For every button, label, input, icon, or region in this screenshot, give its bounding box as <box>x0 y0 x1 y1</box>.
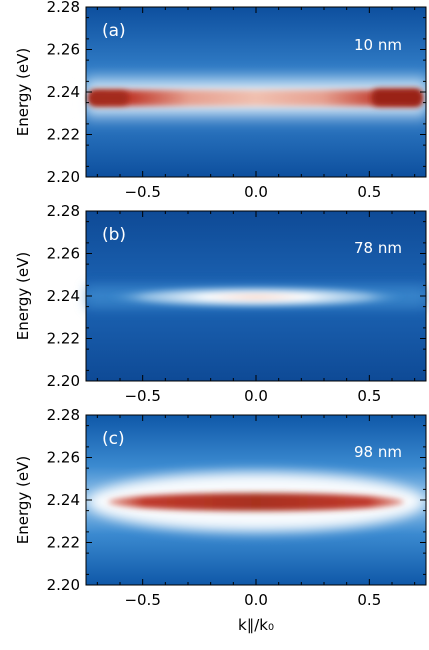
band-core <box>90 90 422 106</box>
y-axis-label: Energy (eV) <box>14 48 32 136</box>
panel-b: −0.5 0.0 0.5 2.20 2.22 2.24 2.26 2.28 (b) 78 nm… <box>14 202 427 405</box>
y-tick-label: 2.26 <box>47 41 80 59</box>
ticks: −0.5 0.0 0.5 2.20 2.22 2.24 2.26 2.28 <box>47 202 426 405</box>
y-tick-label: 2.24 <box>47 491 80 509</box>
panel-c: −0.5 0.0 0.5 2.20 2.22 2.24 2.26 2.28 (c) 98 nm… <box>14 406 427 634</box>
band-core <box>108 493 404 511</box>
y-tick-label: 2.28 <box>47 202 80 220</box>
y-tick-label: 2.24 <box>47 287 80 305</box>
y-tick-label: 2.22 <box>47 534 80 552</box>
x-tick-label: 0.5 <box>357 387 381 405</box>
x-tick-label: −0.5 <box>124 591 160 609</box>
y-tick-label: 2.26 <box>47 449 80 467</box>
band-edge-right <box>372 89 422 106</box>
ticks: −0.5 0.0 0.5 2.20 2.22 2.24 2.26 2.28 <box>47 0 426 201</box>
x-tick-label: −0.5 <box>124 183 160 201</box>
band-edge-left <box>88 91 128 105</box>
y-tick-label: 2.20 <box>47 576 80 594</box>
y-tick-label: 2.28 <box>47 0 80 16</box>
panel-a: −0.5 0.0 0.5 2.20 2.22 2.24 2.26 2.28 (a) 10 nm… <box>14 0 427 201</box>
y-tick-label: 2.22 <box>47 330 80 348</box>
y-axis-label: Energy (eV) <box>14 456 32 544</box>
panel-label: (c) <box>102 429 125 449</box>
y-tick-label: 2.22 <box>47 126 80 144</box>
y-tick-label: 2.24 <box>47 83 80 101</box>
y-tick-label: 2.28 <box>47 406 80 424</box>
x-tick-label: −0.5 <box>124 387 160 405</box>
x-axis-label: k∥/k₀ <box>238 616 274 634</box>
thickness-annotation: 10 nm <box>354 36 402 54</box>
band-core <box>106 286 406 308</box>
ticks: −0.5 0.0 0.5 2.20 2.22 2.24 2.26 2.28 <box>47 406 426 609</box>
x-tick-label: 0.0 <box>244 387 268 405</box>
x-tick-label: 0.5 <box>357 183 381 201</box>
y-tick-label: 2.20 <box>47 168 80 186</box>
y-tick-label: 2.26 <box>47 245 80 263</box>
thickness-annotation: 78 nm <box>354 239 402 257</box>
panel-label: (b) <box>102 225 126 245</box>
panel-label: (a) <box>102 21 126 41</box>
y-tick-label: 2.20 <box>47 372 80 390</box>
x-tick-label: 0.0 <box>244 591 268 609</box>
x-tick-label: 0.5 <box>357 591 381 609</box>
x-tick-label: 0.0 <box>244 183 268 201</box>
thickness-annotation: 98 nm <box>354 443 402 461</box>
y-axis-label: Energy (eV) <box>14 252 32 340</box>
